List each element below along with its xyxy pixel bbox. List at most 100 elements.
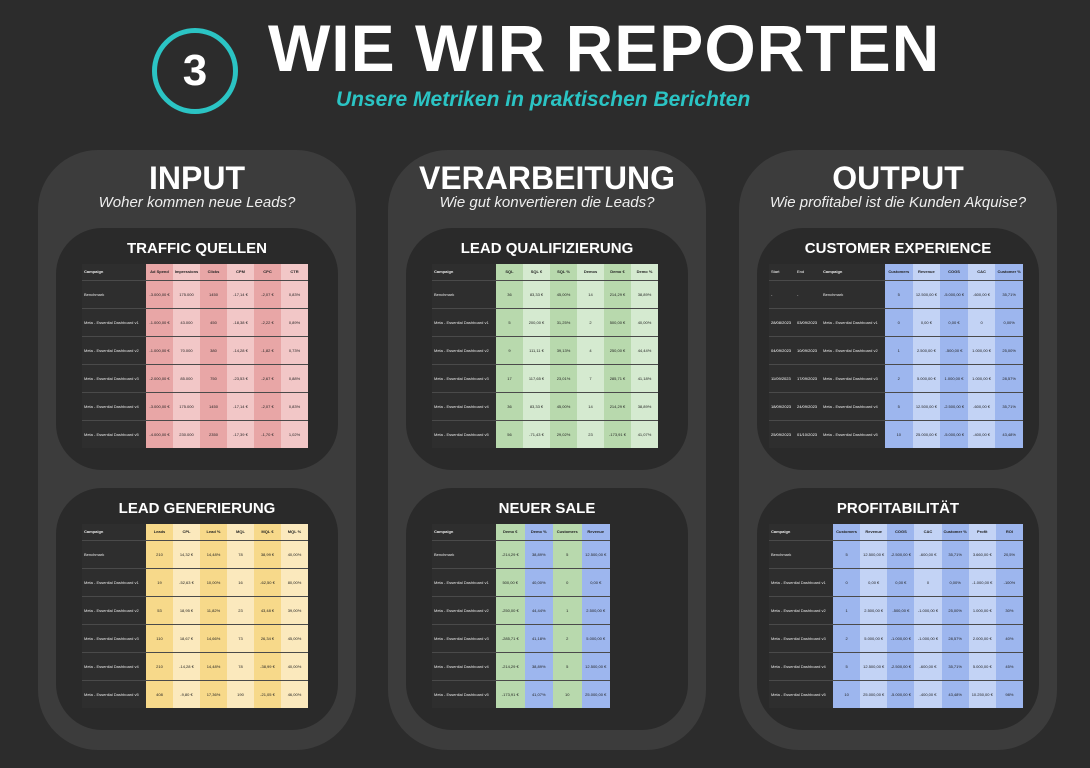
table-cell: - xyxy=(797,291,799,297)
column-header: Demos xyxy=(577,264,604,280)
column-header: Profit xyxy=(968,524,996,540)
table-cell: 39,00% xyxy=(281,597,308,624)
table-cell: 1.000,00 € xyxy=(940,365,968,392)
table-cell: Meta - Essential Dashboard v3 xyxy=(84,375,139,381)
step-number-badge: 3 xyxy=(152,28,238,114)
card-customer-experience: CUSTOMER EXPERIENCE Start End Campaign Cust… xyxy=(757,228,1039,470)
table-cell: 41,07% xyxy=(524,681,553,708)
table-cell: 17,36% xyxy=(200,681,227,708)
column-header: Customers xyxy=(833,524,861,540)
column-subtitle: Wie gut konvertieren die Leads? xyxy=(439,194,655,211)
table-cell: -600,00 € xyxy=(967,281,996,308)
table-row: Meta - Essential Dashboard v5 -4.000,00 €… xyxy=(82,420,308,448)
table-cell: Benchmark xyxy=(84,291,105,297)
table-cell: 11/09/2023 xyxy=(771,375,791,381)
table-row: Meta - Essential Dashboard v3 -285,71 €41… xyxy=(432,624,610,652)
table-cell: 10/09/2023 xyxy=(797,347,818,353)
table-cell: -23,53 € xyxy=(227,365,254,392)
table-cell: 29,02% xyxy=(550,421,577,448)
card-traffic-quellen: TRAFFIC QUELLEN Campaign Ad Spend Impressi… xyxy=(56,228,338,470)
table-cell: -250,00 € xyxy=(496,597,525,624)
column-header: Customer % xyxy=(995,264,1023,280)
column-header: ROI xyxy=(995,524,1023,540)
table-cell: Meta - Essential Dashboard v5 xyxy=(84,431,139,437)
table-row: Meta - Essential Dashboard v5 -173,91 €41… xyxy=(432,680,610,708)
table-cell: 43.000 xyxy=(173,309,200,336)
table-cell: -2,22 € xyxy=(254,309,281,336)
table-cell: 36 xyxy=(496,393,523,420)
column-title: OUTPUT xyxy=(832,160,964,196)
column-header: SQL xyxy=(496,264,523,280)
table-cell: -3.000,00 € xyxy=(146,281,173,308)
table-row: Meta - Essential Dashboard v4 5 12.500,00 … xyxy=(769,652,1023,680)
table-cell: 14 xyxy=(577,393,604,420)
table-cell: Meta - Essential Dashboard v5 xyxy=(84,691,139,697)
table-cell: 01/10/2023 xyxy=(797,431,818,437)
table-cell: 83,33 € xyxy=(523,393,550,420)
table-cell: 0,00 € xyxy=(860,569,888,596)
column-header: Revenue xyxy=(912,264,941,280)
table-cell: 43,48% xyxy=(995,421,1023,448)
table-cell: 7 xyxy=(577,365,604,392)
table-cell: -500,00 € xyxy=(940,337,968,364)
table-row: Meta - Essential Dashboard v4 210 -14,28 €… xyxy=(82,652,308,680)
table-cell: 41,18% xyxy=(524,625,553,652)
table-cell: -9,80 € xyxy=(173,681,200,708)
table-row: 25/09/2023 01/10/2023 Meta - Essential Das… xyxy=(769,420,1023,448)
table-cell: 2.500,00 € xyxy=(912,337,941,364)
table-cell: -5.000,00 € xyxy=(940,421,968,448)
table-header-row: Start End Campaign Customers Revenue COGS CAC C… xyxy=(769,264,1023,280)
column-header: CPC xyxy=(254,264,281,280)
table-cell: Benchmark xyxy=(434,551,455,557)
table-cell: Meta - Essential Dashboard v1 xyxy=(771,579,826,585)
column-header: Campaign xyxy=(84,529,104,534)
column-header: Demo € xyxy=(604,264,631,280)
table-cell: 210 xyxy=(146,541,173,568)
table-cell: 0,89% xyxy=(281,309,308,336)
column-header: Customers xyxy=(553,524,582,540)
table-cell: 23 xyxy=(227,597,254,624)
column-header: Customer % xyxy=(941,524,969,540)
table-cell: -214,29 € xyxy=(496,653,525,680)
table-cell: 35,71% xyxy=(941,653,969,680)
table-cell: -2.500,00 € xyxy=(887,653,915,680)
table-cell: -400,00 € xyxy=(914,681,942,708)
table-cell: Meta - Essential Dashboard v2 xyxy=(823,347,878,353)
table-cell: 0,00% xyxy=(941,569,969,596)
table-cell: Meta - Essential Dashboard v2 xyxy=(434,347,489,353)
table-cell: 5 xyxy=(885,393,913,420)
table-row: Meta - Essential Dashboard v3 -2.000,00 €… xyxy=(82,364,308,392)
table-cell: 43,48% xyxy=(941,681,969,708)
table-cell: Meta - Essential Dashboard v1 xyxy=(84,319,139,325)
table-cell: 23 xyxy=(577,421,604,448)
table-cell: 190 xyxy=(227,681,254,708)
table-cell: -18,38 € xyxy=(227,309,254,336)
table-cell: 03/09/2023 xyxy=(797,319,818,325)
column-header: Lead % xyxy=(200,524,227,540)
table-cell: 25.000,00 € xyxy=(912,421,941,448)
table-cell: 28,57% xyxy=(941,625,969,652)
table-cell: Meta - Essential Dashboard v1 xyxy=(823,319,878,325)
table-cell: 25.000,00 € xyxy=(581,681,610,708)
column-output: OUTPUT Wie profitabel ist die Kunden Akq… xyxy=(739,150,1057,750)
table-cell: 30% xyxy=(995,597,1023,624)
column-header: MQL € xyxy=(254,524,281,540)
table-cell: 44,44% xyxy=(524,597,553,624)
column-header: MQL xyxy=(227,524,254,540)
table-cell: 40% xyxy=(995,625,1023,652)
table-cell: 20,5% xyxy=(995,541,1023,568)
table-cell: 14,66% xyxy=(200,625,227,652)
table-row: Meta - Essential Dashboard v3 2 5.000,00 €… xyxy=(769,624,1023,652)
table-row: Benchmark -214,29 €38,89% 5 12.500,00 € xyxy=(432,540,610,568)
table-cell: 500,00 € xyxy=(604,309,631,336)
table-cell: 31,25% xyxy=(550,309,577,336)
card-title: LEAD QUALIFIZIERUNG xyxy=(460,240,634,257)
table-cell: 5.000,00 € xyxy=(912,365,941,392)
table-cell: 85.000 xyxy=(173,365,200,392)
table-row: Meta - Essential Dashboard v1 5 200,00 €31… xyxy=(432,308,658,336)
column-input: INPUT Woher kommen neue Leads? TRAFFIC Q… xyxy=(38,150,356,750)
table-row: Meta - Essential Dashboard v3 110 18,67 €1… xyxy=(82,624,308,652)
step-number: 3 xyxy=(182,46,208,95)
table-header-row: Campaign Ad Spend Impressions Clicks CPM CPC C… xyxy=(82,264,308,280)
table-cell: Meta - Essential Dashboard v2 xyxy=(771,607,826,613)
